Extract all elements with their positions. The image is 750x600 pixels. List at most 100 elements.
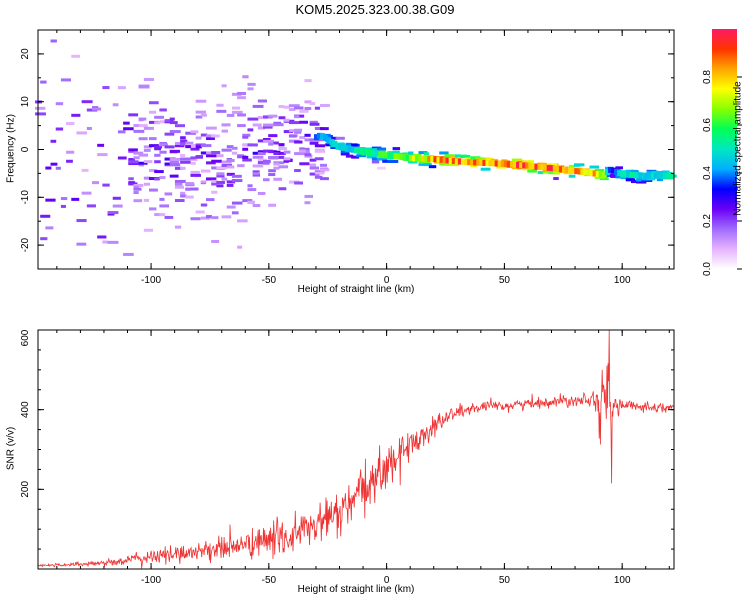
spectrogram-cell: [143, 198, 150, 202]
spectrogram-ridge-cell: [350, 146, 356, 153]
spectrogram-cell: [283, 157, 291, 161]
spectrogram-cell: [247, 184, 253, 188]
spectrogram-ridge-cell: [666, 172, 672, 179]
spectrogram-cell: [128, 160, 139, 164]
spectrogram-cell: [123, 121, 130, 125]
spectrogram-cell: [164, 192, 173, 196]
spectrogram-cell: [309, 122, 320, 126]
spectrogram-cell: [81, 191, 92, 195]
spectrogram-cell: [278, 116, 286, 120]
spectrogram-cell: [216, 103, 224, 107]
spectrogram-cell: [206, 161, 216, 165]
spectrogram-cell: [314, 149, 326, 153]
spectrogram-ridge-cell: [494, 160, 500, 167]
colorbar-tick-label: 0.8: [702, 70, 713, 84]
colorbar-ticks: 0.0 0.2 0.4 0.6 0.8: [702, 70, 742, 276]
spectrogram-ridge-cell: [451, 158, 457, 165]
spectrogram-cell: [366, 154, 377, 158]
spectrogram-ridge-cell: [513, 161, 518, 168]
spectrogram-cell: [568, 164, 575, 168]
spectrogram-cell: [247, 200, 254, 204]
spectrogram-cell: [133, 124, 141, 128]
spectrogram-cell: [454, 154, 461, 158]
spectrogram-cell: [190, 147, 200, 151]
spectrogram-cell: [309, 163, 317, 167]
spectrogram-cell: [465, 157, 474, 161]
spectrogram-ridge-cell: [317, 132, 323, 139]
spectrogram-ridge-cell: [669, 172, 675, 179]
spectrogram-frame: [37, 29, 675, 270]
spectrogram-cell: [594, 168, 605, 172]
spectrogram-cell: [314, 175, 323, 179]
colorbar-tick-label: 0.0: [702, 262, 713, 276]
spectrogram-ridge-cell: [332, 140, 338, 147]
spectrogram-cell: [402, 152, 409, 156]
spectrogram-cell: [128, 158, 136, 162]
snr-x-label: Height of straight line (km): [297, 584, 415, 595]
spectrogram-cell: [190, 156, 196, 160]
x-tick-label: 100: [614, 575, 631, 586]
spectrogram-cell: [449, 156, 459, 160]
spectrogram-cell: [294, 115, 300, 119]
spectrogram-ridge-cell: [356, 148, 362, 155]
spectrogram-cell: [190, 161, 196, 165]
spectrogram-cell: [143, 228, 154, 232]
spectrogram-cell: [174, 185, 184, 189]
spectrogram-cell: [60, 197, 68, 201]
spectrogram-ridge-cell: [375, 150, 381, 157]
spectrogram-ridge-cell: [610, 167, 616, 174]
spectrogram-cell: [320, 104, 330, 108]
spectrogram-cell: [133, 185, 140, 189]
spectrogram-cell: [231, 92, 242, 96]
spectrogram-cell: [185, 182, 194, 186]
spectrogram-cell: [185, 187, 191, 191]
spectrogram-ridge-cell: [442, 157, 448, 164]
spectrogram-cell: [418, 160, 428, 164]
spectrogram-cell: [195, 110, 207, 114]
spectrogram-cell: [133, 183, 144, 187]
spectrogram-ridge-cell: [577, 168, 583, 175]
spectrogram-cell: [268, 203, 276, 207]
spectrogram-cell: [257, 152, 266, 156]
spectrogram-cell: [221, 84, 227, 88]
spectrogram-cell: [60, 204, 66, 208]
spectrogram-cell: [268, 173, 276, 177]
spectrogram-ridge-cell: [571, 167, 577, 174]
spectrogram-cell: [636, 180, 647, 184]
spectrogram-cell: [605, 173, 615, 177]
spectrogram-cell: [226, 145, 234, 149]
spectrogram-ridge-cell: [522, 162, 528, 169]
spectrogram-cell: [304, 100, 312, 104]
spectrogram-cell: [102, 240, 109, 244]
spectrogram-ridge-cell: [568, 167, 574, 174]
spectrogram-cell: [630, 169, 639, 173]
spectrogram-cell: [123, 127, 134, 131]
spectrogram-ridge-cell: [424, 155, 430, 162]
spectrogram-cell: [231, 211, 239, 215]
spectrogram-cells: [35, 39, 677, 256]
spectrogram-cell: [154, 213, 162, 217]
spectrogram-cell: [294, 181, 304, 185]
spectrogram-cell: [263, 149, 273, 153]
spectrogram-cell: [610, 174, 620, 178]
spectrogram-cell: [40, 214, 51, 218]
spectrogram-ridge-cell: [485, 160, 491, 167]
spectrogram-cell: [206, 134, 215, 138]
spectrogram-cell: [226, 113, 235, 117]
spectrogram-cell: [263, 123, 274, 127]
spectrogram-cell: [40, 80, 47, 84]
spectrogram-ridge-cell: [387, 152, 393, 159]
spectrogram-cell: [195, 155, 203, 159]
spectrogram-cell: [273, 152, 280, 156]
spectrogram-cell: [314, 157, 324, 161]
spectrogram-ridge-cell: [543, 164, 549, 171]
spectrogram-ridge-cell: [580, 168, 586, 175]
spectrogram-ridge-cell: [659, 172, 665, 179]
spectrogram-cell: [102, 183, 110, 187]
spectrogram-ridge-cell: [436, 156, 442, 163]
spectrogram-cell: [268, 114, 278, 118]
spectrogram-cell: [185, 145, 191, 149]
spectrogram-cell: [92, 107, 102, 111]
spectrogram-ridge-cell: [399, 154, 405, 161]
spectrogram-cell: [149, 168, 158, 172]
